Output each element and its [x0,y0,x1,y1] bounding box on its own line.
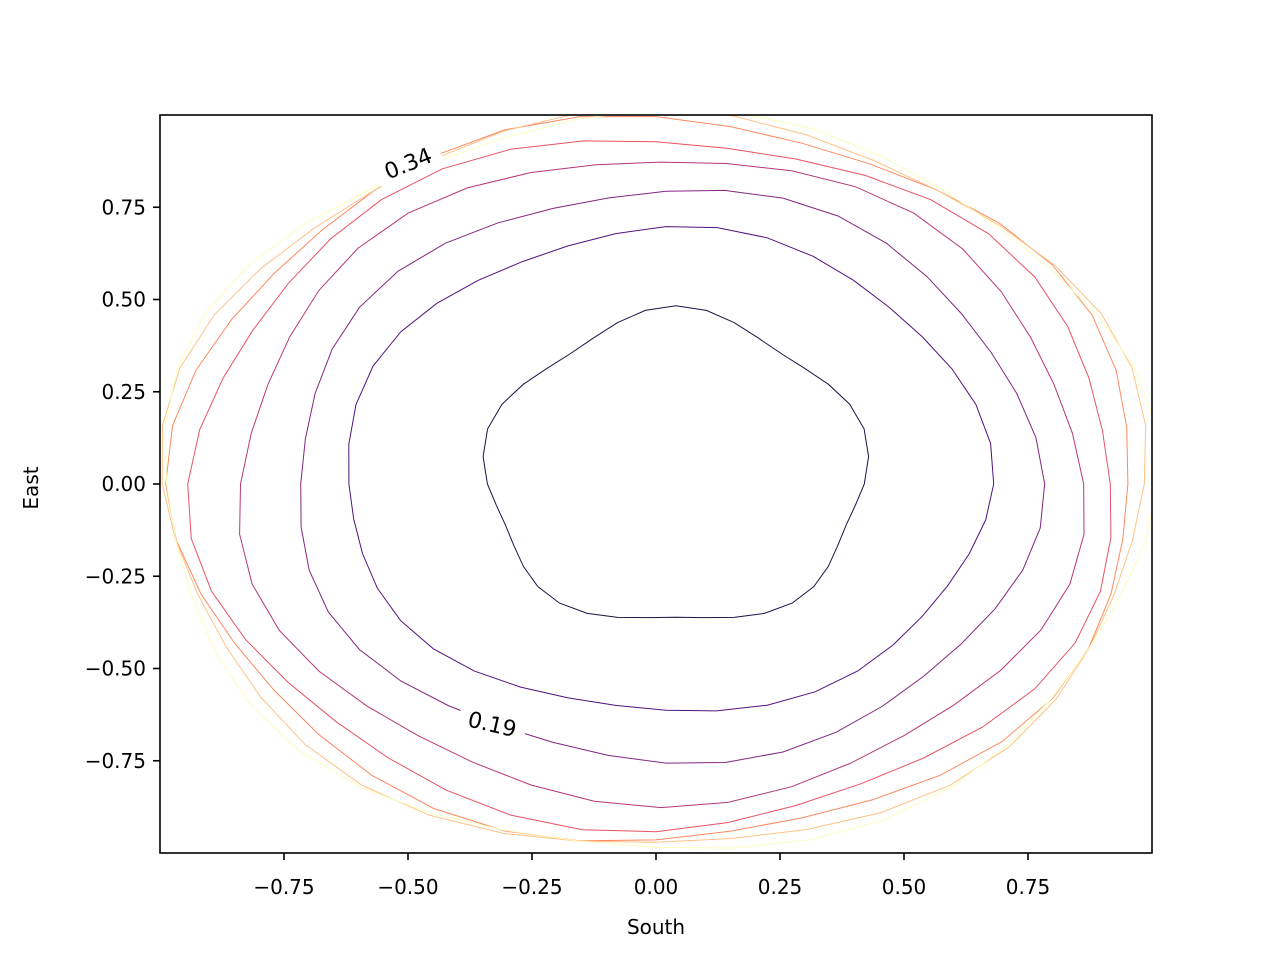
y-tick-label: −0.50 [85,657,146,681]
contour-line-1 [482,305,870,619]
contour-label-background [370,135,445,189]
y-tick-label: −0.75 [85,749,146,773]
x-tick-label: −0.75 [253,875,314,899]
y-axis-label: East [19,466,43,509]
x-axis: −0.75 −0.50 −0.25 0.00 0.25 0.50 0.75 [253,853,1050,899]
x-tick-label: 0.75 [1006,875,1051,899]
contour-line-7 [161,115,1147,843]
contour-line-2 [348,226,995,712]
contour-line-5 [187,140,1112,833]
x-tick-label: −0.50 [377,875,438,899]
x-tick-label: 0.50 [882,875,927,899]
contour-line-6 [165,116,1129,842]
contour-lines [161,115,1152,849]
y-tick-label: 0.25 [101,380,146,404]
contour-label-background [456,700,530,746]
y-axis: −0.75 −0.50 −0.25 0.00 0.25 0.50 0.75 [85,195,160,773]
y-tick-label: 0.75 [101,195,146,219]
y-tick-label: 0.50 [101,288,146,312]
x-tick-label: 0.25 [758,875,803,899]
x-tick-label: −0.25 [501,875,562,899]
contour-line-8 [164,115,1152,849]
x-tick-label: 0.00 [634,875,679,899]
y-tick-label: −0.25 [85,564,146,588]
contour-line-4 [239,161,1085,809]
y-tick-label: 0.00 [101,472,146,496]
x-axis-label: South [627,915,685,939]
contour-line-3 [300,189,1046,764]
